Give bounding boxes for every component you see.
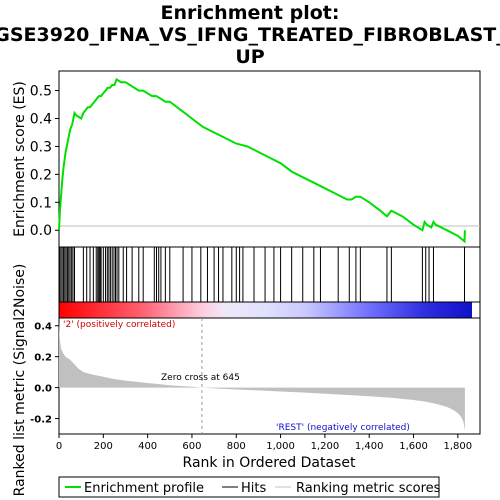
x-tick-label: 1,400	[355, 441, 384, 452]
ranked-y-tick-label: -0.2	[30, 415, 52, 426]
es-y-tick-label: 0.2	[30, 167, 52, 183]
legend-frame	[58, 476, 440, 498]
zero-cross-label: Zero cross at 645	[161, 373, 240, 383]
es-y-tick-label: 0.4	[30, 111, 52, 127]
positive-correlation-label: '2' (positively correlated)	[63, 320, 175, 330]
ranked-y-tick-label: 0.0	[34, 384, 52, 395]
es-y-ticks: 0.0 0.1 0.2 0.3 0.4 0.5	[30, 84, 59, 239]
chart-title-line-2: GSE3920_IFNA_VS_IFNG_TREATED_FIBROBLAST_	[0, 24, 500, 46]
ranked-y-axis-label: Ranked list metric (Signal2Noise)	[12, 264, 28, 497]
x-tick-label: 800	[227, 441, 246, 452]
x-tick-label: 1,000	[266, 441, 295, 452]
x-tick-label: 1,600	[399, 441, 428, 452]
es-y-tick-label: 0.3	[30, 139, 52, 155]
x-tick-label: 600	[182, 441, 201, 452]
es-y-tick-label: 0.0	[30, 223, 52, 239]
chart-title-line-1: Enrichment plot:	[161, 2, 340, 24]
enrichment-profile-line	[58, 77, 466, 244]
ranked-y-tick-label: 0.2	[34, 353, 52, 364]
legend-enrichment-label: Enrichment profile	[84, 481, 204, 496]
correlation-color-bar	[59, 302, 472, 318]
ranked-y-tick-label: 0.4	[34, 322, 52, 333]
chart-title-line-3: UP	[235, 46, 264, 68]
es-y-axis-label: Enrichment score (ES)	[12, 81, 28, 237]
x-tick-label: 400	[138, 441, 157, 452]
legend-hits-label: Hits	[241, 481, 266, 496]
es-panel-frame	[58, 70, 481, 248]
hit-markers	[58, 247, 465, 302]
es-y-tick-label: 0.1	[30, 195, 52, 211]
x-tick-label: 1,800	[444, 441, 473, 452]
ranked-panel-frame	[58, 317, 481, 435]
x-tick-label: 1,200	[311, 441, 340, 452]
x-axis-label: Rank in Ordered Dataset	[183, 455, 356, 471]
es-y-tick-label: 0.5	[30, 84, 52, 100]
legend-metric-label: Ranking metric scores	[296, 481, 441, 496]
negative-correlation-label: 'REST' (negatively correlated)	[276, 423, 410, 433]
x-tick-label: 200	[94, 441, 113, 452]
ranked-y-ticks: -0.2 0.0 0.2 0.4	[30, 322, 59, 426]
hits-panel-frame	[58, 246, 481, 303]
x-axis-ticks: 0 200 400 600 800 1,000 1,200 1,400 1,600 1,800	[56, 434, 472, 452]
x-tick-label: 0	[56, 441, 62, 452]
